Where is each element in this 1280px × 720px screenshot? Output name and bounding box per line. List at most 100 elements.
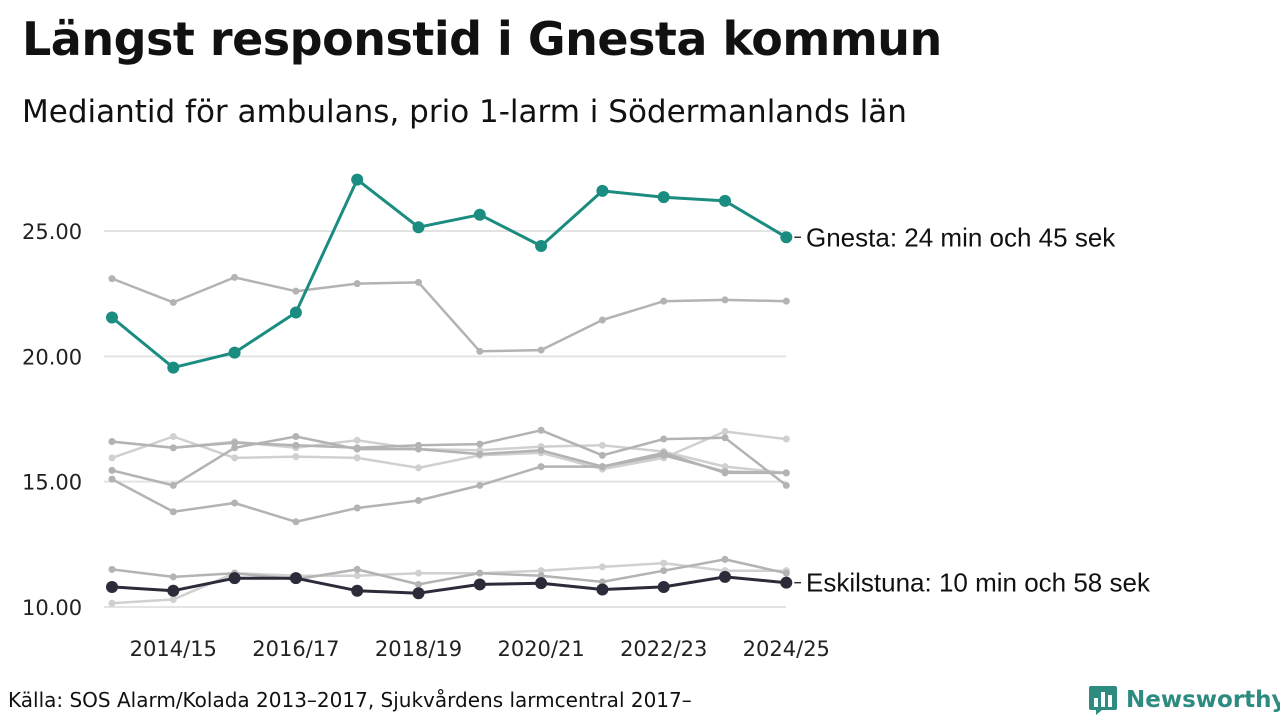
series-other-municipality	[108, 426, 790, 489]
data-point	[353, 436, 361, 444]
data-point	[596, 184, 609, 197]
series-end-label: Gnesta: 24 min och 45 sek	[806, 222, 1116, 252]
data-point	[657, 580, 670, 593]
data-point	[292, 441, 300, 449]
data-point	[476, 481, 484, 489]
data-point	[289, 306, 302, 319]
data-point	[108, 275, 116, 283]
data-point	[412, 221, 425, 234]
data-point	[537, 567, 545, 575]
series-line	[111, 454, 787, 524]
data-point	[537, 446, 545, 454]
newsworthy-logo: Newsworthy	[1088, 684, 1280, 716]
data-point	[782, 435, 790, 443]
data-point	[596, 583, 609, 596]
data-point	[537, 463, 545, 471]
data-point	[167, 361, 180, 374]
data-point	[415, 569, 422, 577]
data-point	[169, 481, 177, 489]
data-point	[782, 569, 790, 577]
data-point	[598, 563, 606, 571]
data-point	[231, 444, 239, 452]
data-point	[228, 572, 241, 585]
data-point	[657, 191, 670, 204]
data-point	[106, 580, 118, 593]
data-point	[289, 572, 302, 585]
data-point	[721, 428, 729, 436]
data-point	[353, 454, 361, 462]
data-point	[598, 451, 606, 459]
y-tick-label: 20.00	[22, 345, 82, 369]
data-point	[108, 599, 116, 607]
data-point	[476, 450, 484, 458]
series-line	[111, 561, 787, 605]
data-point	[415, 278, 422, 286]
data-point	[415, 496, 422, 504]
data-point	[476, 440, 484, 448]
data-point	[169, 595, 177, 603]
chart-subtitle: Mediantid för ambulans, prio 1-larm i Sö…	[22, 94, 907, 130]
series-gnesta	[106, 173, 793, 374]
series-eskilstuna	[106, 570, 793, 600]
series-other-municipality	[108, 273, 790, 355]
data-point	[598, 441, 606, 449]
data-point	[535, 240, 548, 253]
data-point	[415, 445, 422, 453]
data-point	[292, 518, 300, 526]
data-point	[598, 316, 606, 324]
data-point	[415, 464, 422, 472]
data-point	[351, 584, 364, 597]
data-point	[353, 572, 361, 580]
data-point	[353, 565, 361, 573]
y-axis-ticks: 10.00 15.00 20.00 25.00	[22, 220, 82, 620]
data-point	[231, 499, 239, 507]
y-tick-label: 25.00	[22, 220, 82, 244]
data-point	[108, 475, 116, 483]
x-tick-label: 2018/19	[375, 637, 462, 661]
series-line	[111, 429, 788, 487]
data-point	[782, 481, 790, 489]
series-other-municipality	[108, 451, 790, 526]
data-point	[660, 435, 668, 443]
x-tick-label: 2022/23	[620, 637, 707, 661]
series-lines	[106, 173, 793, 607]
chart-title: Längst responstid i Gnesta kommun	[22, 12, 942, 66]
gridlines	[104, 230, 786, 608]
series-line	[111, 575, 787, 595]
data-point	[473, 208, 486, 221]
data-point	[719, 194, 731, 207]
data-point	[231, 273, 239, 281]
data-point	[353, 445, 361, 453]
series-line	[111, 558, 787, 586]
x-axis-ticks: 2014/15 2016/17 2018/19 2020/21 2022/23 2024/…	[130, 637, 830, 661]
data-point	[292, 287, 300, 295]
series-other-municipality	[108, 436, 790, 477]
data-point	[231, 439, 239, 447]
data-point	[721, 463, 729, 471]
data-point	[780, 231, 793, 244]
data-point	[721, 296, 729, 304]
y-tick-label: 15.00	[22, 471, 82, 495]
data-point	[108, 565, 116, 573]
data-point	[598, 463, 606, 471]
data-point	[169, 444, 177, 452]
data-point	[473, 578, 486, 591]
data-point	[292, 453, 300, 461]
data-point	[106, 311, 118, 324]
data-point	[108, 454, 116, 462]
data-point	[660, 567, 668, 575]
data-point	[537, 346, 545, 354]
series-line	[111, 435, 787, 487]
data-point	[537, 572, 545, 580]
series-labels: Eskilstuna: 10 min och 58 sek Gnesta: 24 …	[794, 222, 1151, 598]
x-tick-label: 2014/15	[130, 637, 217, 661]
data-point	[108, 466, 116, 474]
data-point	[169, 298, 177, 306]
x-tick-label: 2024/25	[743, 637, 830, 661]
data-point	[353, 280, 361, 288]
series-end-label: Eskilstuna: 10 min och 58 sek	[806, 568, 1151, 598]
data-point	[721, 468, 729, 476]
data-point	[660, 297, 668, 305]
data-point	[292, 433, 300, 441]
